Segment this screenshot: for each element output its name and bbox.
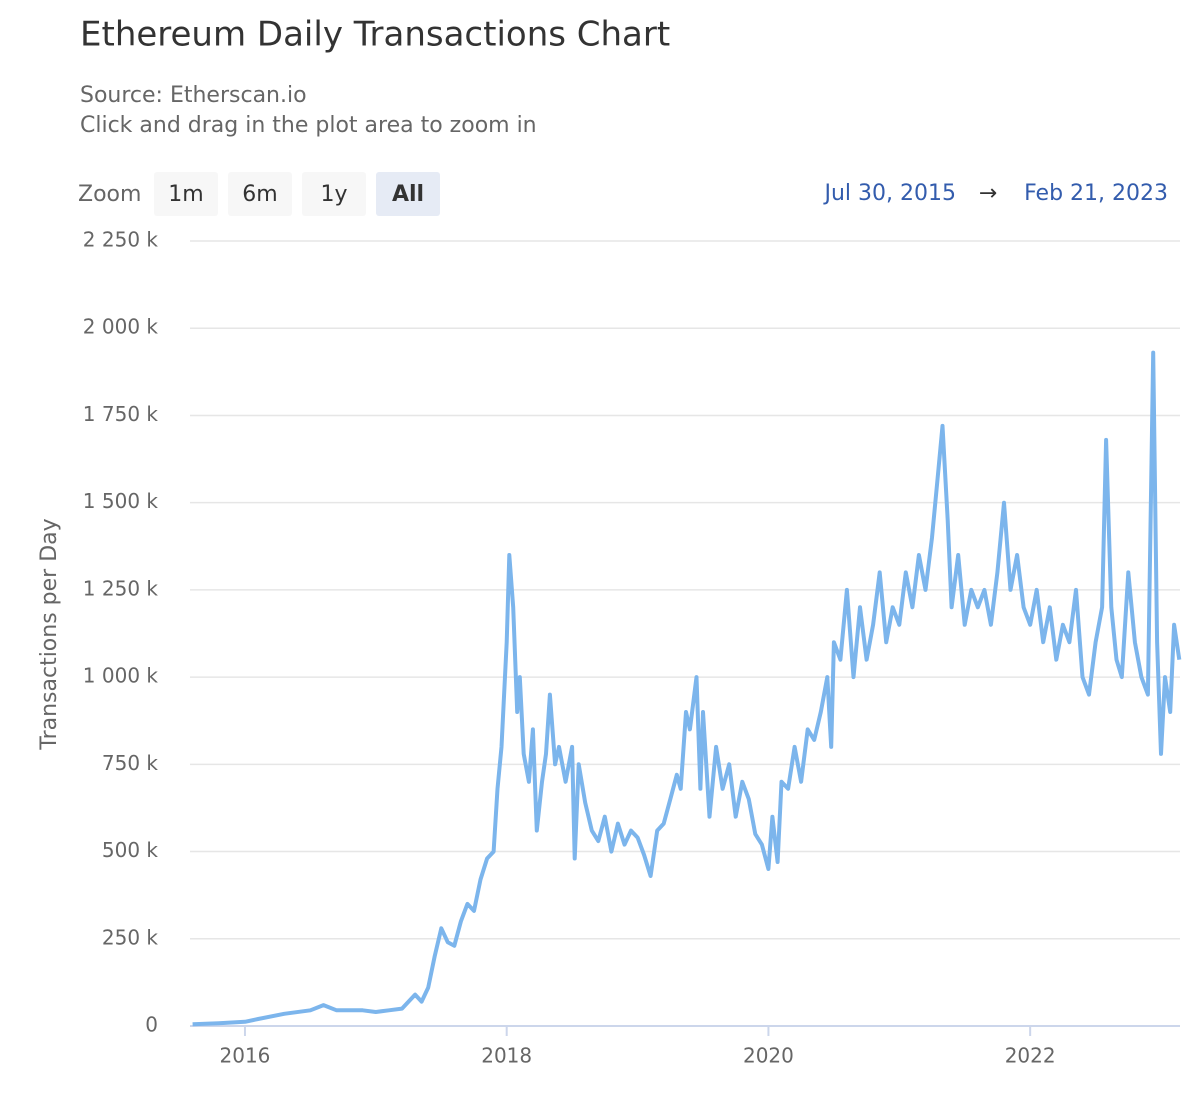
zoom-button[interactable] bbox=[376, 172, 440, 216]
date-to[interactable]: Feb 21, 2023 bbox=[1024, 181, 1168, 206]
date-arrow: → bbox=[979, 181, 997, 206]
data-line bbox=[192, 350, 1182, 1027]
zoom-button-label[interactable]: 6m bbox=[242, 182, 277, 207]
zoom-button[interactable] bbox=[154, 172, 218, 216]
y-tick-label: 2 250 k bbox=[83, 228, 159, 252]
x-tick-label: 2022 bbox=[1005, 1044, 1056, 1068]
zoom-button[interactable] bbox=[228, 172, 292, 216]
y-tick-label: 0 bbox=[145, 1013, 158, 1037]
x-tick-label: 2018 bbox=[481, 1044, 532, 1068]
y-tick-label: 250 k bbox=[102, 925, 159, 949]
y-tick-label: 1 250 k bbox=[83, 576, 159, 600]
x-tick-label: 2016 bbox=[220, 1044, 271, 1068]
y-tick-label: 750 k bbox=[102, 751, 159, 775]
subtitle: Click and drag in the plot area to zoom … bbox=[80, 113, 537, 138]
zoom-button-label[interactable]: 1y bbox=[320, 182, 347, 207]
y-tick-label: 1 000 k bbox=[83, 664, 159, 688]
y-tick-label: 1 500 k bbox=[83, 489, 159, 513]
y-axis-title: Transactions per Day bbox=[37, 518, 62, 750]
y-tick-label: 2 000 k bbox=[83, 315, 159, 339]
chart-title: Ethereum Daily Transactions Chart bbox=[80, 15, 670, 55]
zoom-button[interactable] bbox=[302, 172, 366, 216]
x-tick-label: 2020 bbox=[743, 1044, 794, 1068]
zoom-button-label[interactable]: All bbox=[392, 182, 424, 207]
subtitle: Source: Etherscan.io bbox=[80, 83, 307, 108]
y-tick-label: 500 k bbox=[102, 838, 159, 862]
zoom-button-label[interactable]: 1m bbox=[168, 182, 203, 207]
y-tick-label: 1 750 k bbox=[83, 402, 159, 426]
zoom-label: Zoom bbox=[78, 182, 141, 207]
date-from[interactable]: Jul 30, 2015 bbox=[822, 181, 956, 206]
